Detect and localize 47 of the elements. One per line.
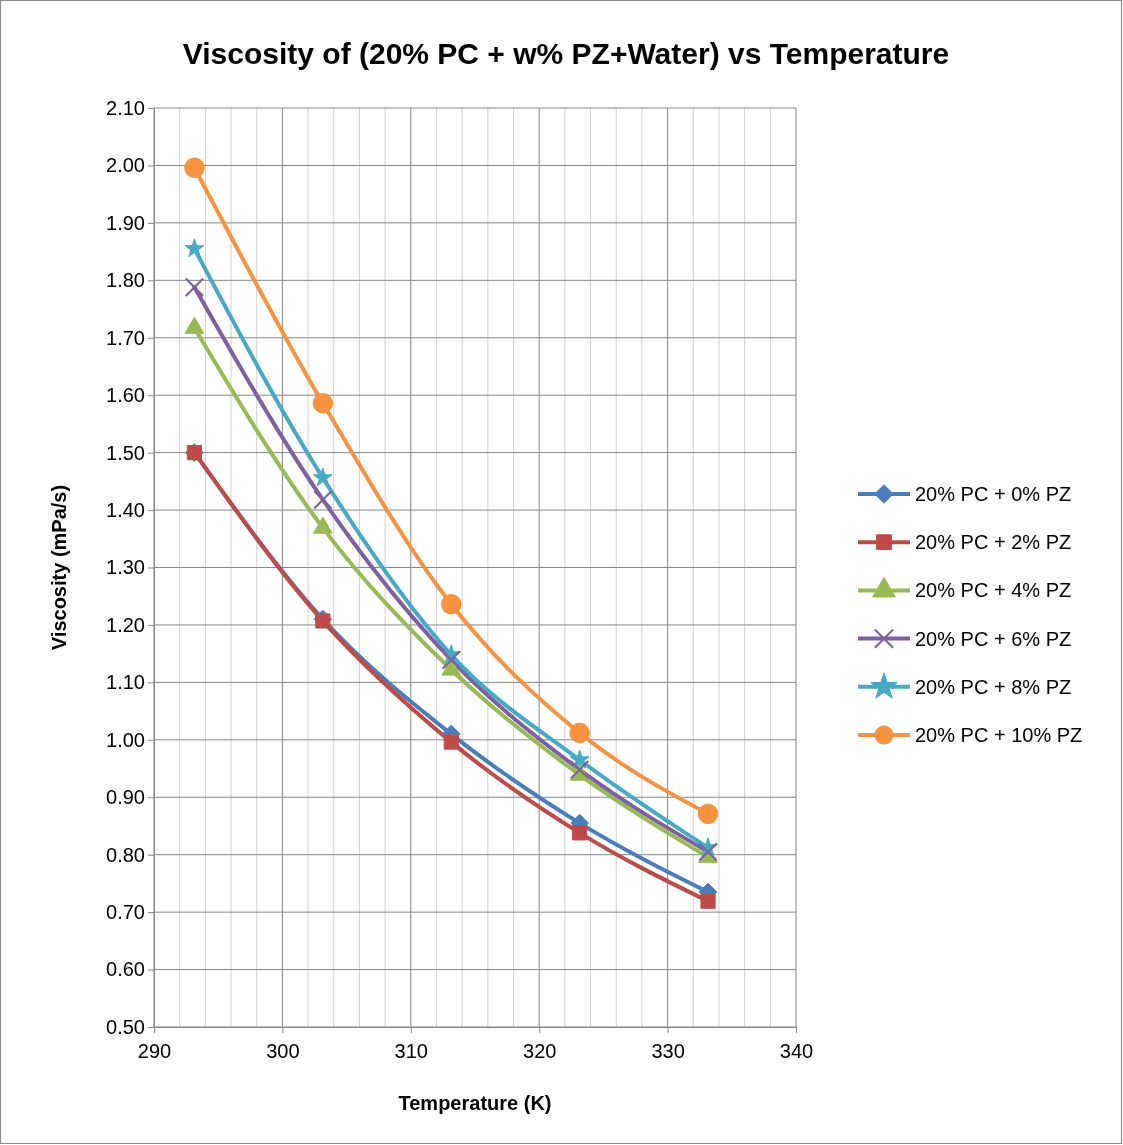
- x-tick-label: 290: [137, 1040, 172, 1062]
- legend-label: 20% PC + 4% PZ: [915, 579, 1072, 602]
- point: [441, 650, 461, 670]
- point: [312, 467, 333, 487]
- y-tick-label: 1.60: [106, 384, 145, 407]
- y-axis-title: Viscosity (mPa/s): [48, 484, 70, 651]
- y-tick-label: 0.50: [106, 1015, 145, 1038]
- y-tick-label: 0.60: [106, 958, 145, 981]
- point: [312, 392, 334, 414]
- x-tick-label: 320: [523, 1040, 557, 1062]
- y-tick-label: 1.50: [106, 441, 145, 464]
- y-tick-label: 1.70: [106, 326, 145, 349]
- chart-title: Viscosity of (20% PC + w% PZ+Water) vs Temperature: [182, 37, 950, 70]
- y-tick-label: 1.90: [106, 211, 145, 234]
- x-tick-label: 310: [394, 1040, 428, 1062]
- legend-label: 20% PC + 10% PZ: [915, 724, 1083, 746]
- x-tick-label: 330: [651, 1040, 685, 1062]
- point: [440, 594, 462, 615]
- point: [697, 803, 719, 825]
- point: [313, 490, 333, 510]
- y-tick-label: 0.80: [106, 843, 145, 866]
- point: [315, 613, 331, 629]
- x-tick-label: 340: [779, 1040, 814, 1062]
- y-tick-label: 1.40: [106, 498, 145, 521]
- y-tick-label: 1.00: [106, 728, 145, 751]
- y-tick-label: 0.90: [106, 786, 145, 809]
- legend-label: 20% PC + 0% PZ: [915, 483, 1072, 505]
- point: [569, 722, 590, 744]
- point: [184, 238, 205, 258]
- point: [700, 893, 716, 909]
- y-tick-label: 1.20: [106, 613, 145, 636]
- legend-label: 20% PC + 2% PZ: [915, 531, 1072, 554]
- y-tick-label: 1.10: [106, 671, 145, 694]
- point: [184, 157, 205, 178]
- point: [569, 749, 590, 769]
- x-axis-title: Temperature (K): [398, 1092, 552, 1114]
- point: [572, 825, 588, 841]
- legend-label: 20% PC + 6% PZ: [915, 627, 1072, 650]
- y-tick-label: 1.80: [106, 269, 145, 292]
- y-tick-label: 2.00: [106, 154, 145, 177]
- point: [443, 734, 459, 750]
- y-tick-label: 1.30: [106, 556, 145, 579]
- y-tick-label: 2.10: [106, 96, 145, 119]
- legend-label: 20% PC + 8% PZ: [915, 675, 1072, 698]
- x-tick-label: 300: [266, 1040, 300, 1062]
- y-tick-label: 0.70: [106, 901, 145, 924]
- point: [184, 277, 205, 297]
